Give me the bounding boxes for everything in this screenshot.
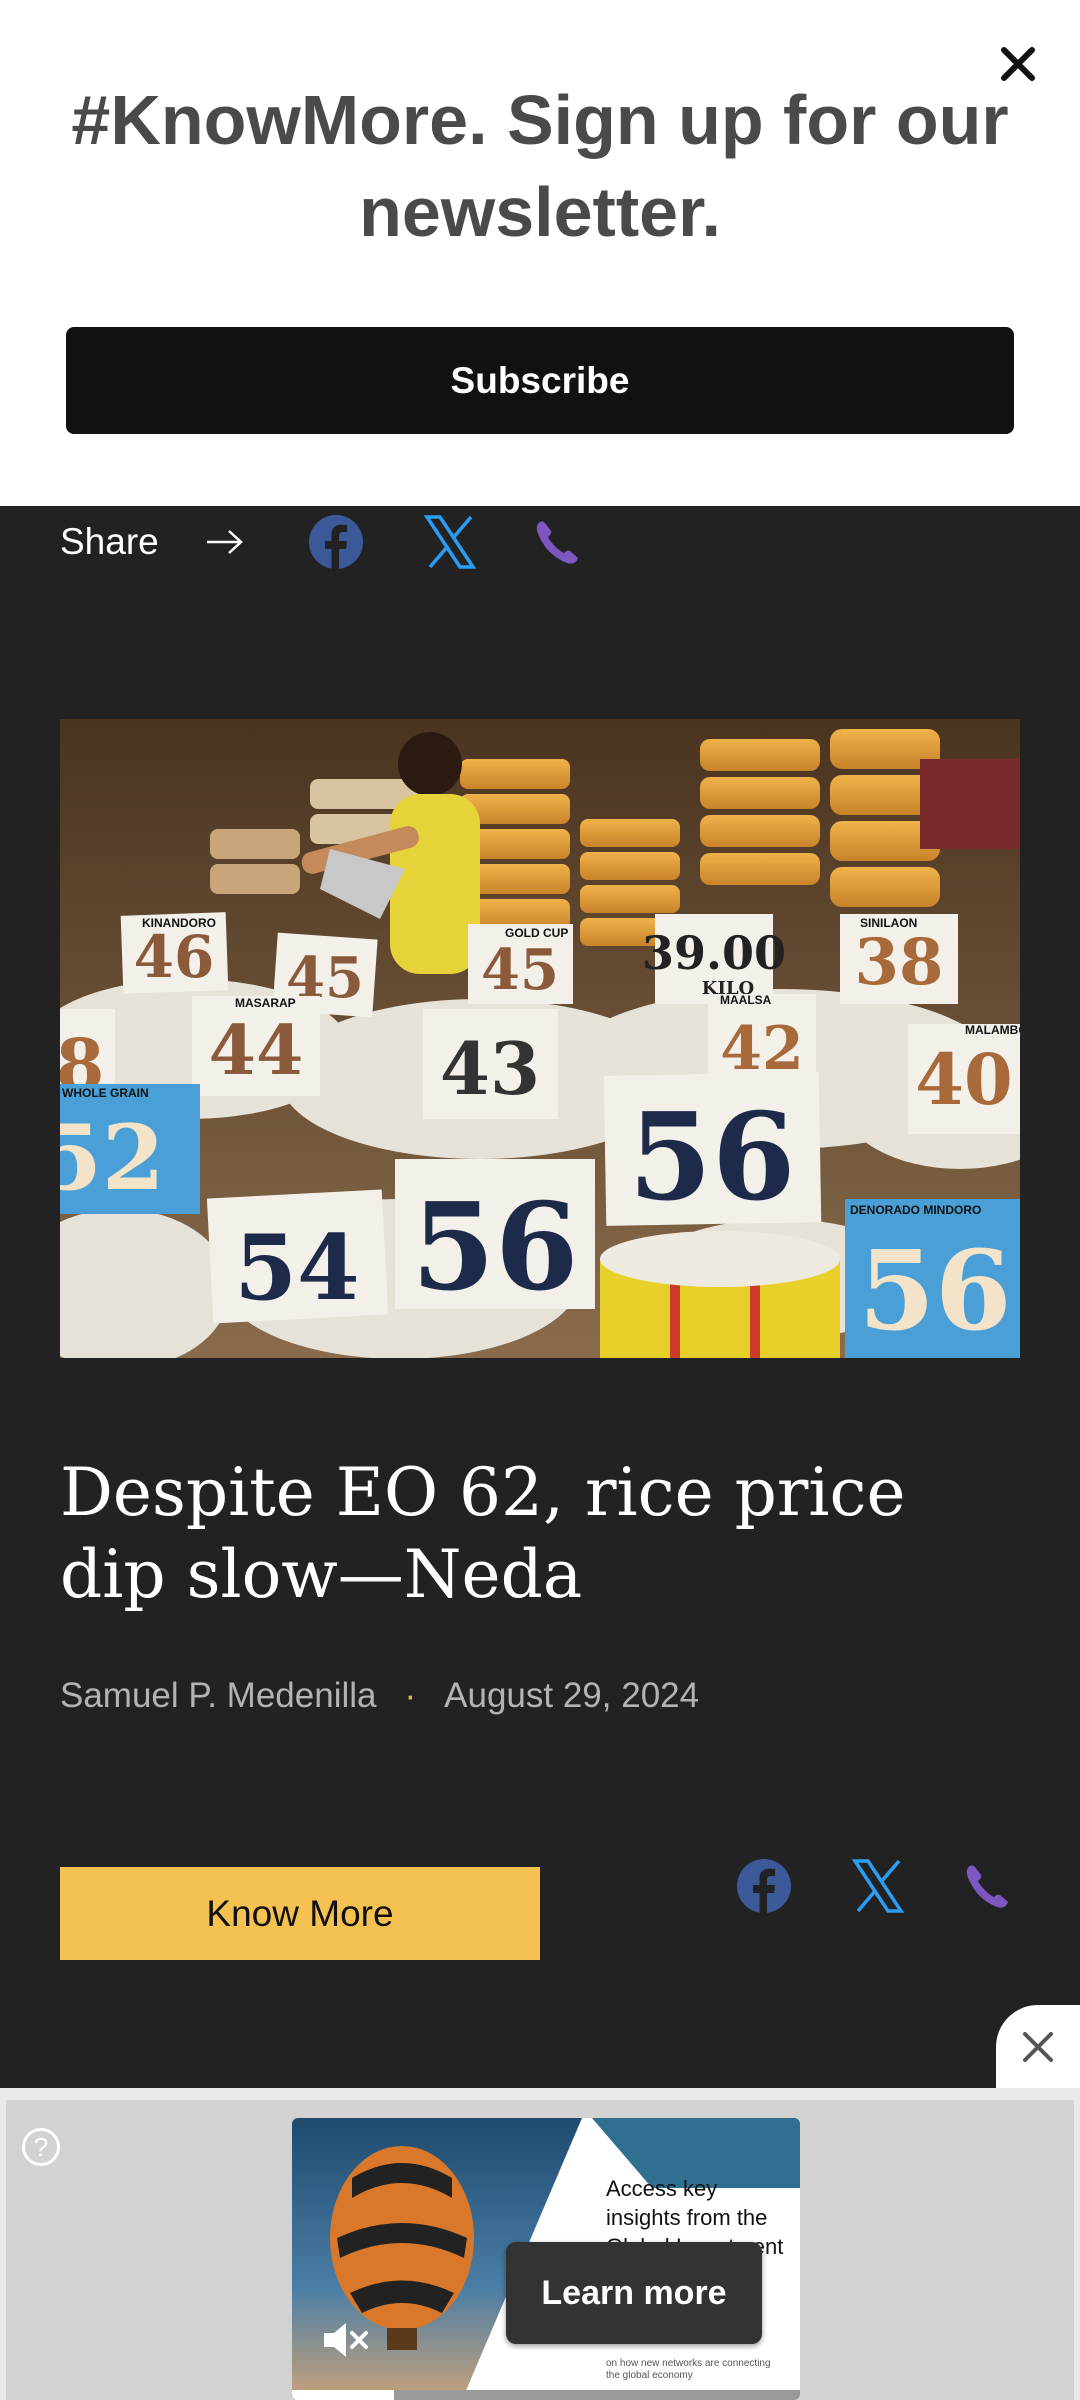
rice-market-illustration: 46 45 45 39.00 KILO 38 44 43 42 40 8 52 … xyxy=(60,719,1020,1358)
close-icon xyxy=(1001,47,1035,81)
svg-text:45: 45 xyxy=(481,937,559,1003)
svg-text:MASARAP: MASARAP xyxy=(235,996,296,1010)
viber-icon xyxy=(966,1865,1008,1908)
svg-text:MALAMBO: MALAMBO xyxy=(965,1023,1020,1037)
arrow-right-icon xyxy=(206,530,243,554)
svg-text:39.00: 39.00 xyxy=(642,926,786,980)
share-facebook-button[interactable] xyxy=(308,514,364,570)
article-share-facebook-button[interactable] xyxy=(736,1858,792,1914)
ad-container: ? Access key insights fr xyxy=(6,2100,1074,2400)
article-byline: Samuel P. Medenilla · August 29, 2024 xyxy=(60,1676,699,1716)
ad-creative[interactable]: Access key insights from the Global Inve… xyxy=(292,2118,800,2400)
svg-text:SINILAON: SINILAON xyxy=(860,916,917,930)
know-more-button[interactable]: Know More xyxy=(60,1867,540,1960)
svg-text:43: 43 xyxy=(440,1026,540,1111)
svg-text:56: 56 xyxy=(412,1177,579,1318)
article-share-viber-button[interactable] xyxy=(964,1862,1010,1910)
ad-help-icon[interactable]: ? xyxy=(22,2128,60,2166)
svg-text:44: 44 xyxy=(209,1011,304,1091)
ad-video-progress-fill xyxy=(292,2390,394,2400)
share-label: Share xyxy=(60,521,159,562)
close-newsletter-button[interactable] xyxy=(990,36,1046,92)
svg-text:46: 46 xyxy=(134,923,215,991)
article-share-x-button[interactable] xyxy=(851,1858,905,1914)
ad-small-text: on how new networks are connecting the g… xyxy=(606,2358,771,2381)
svg-text:38: 38 xyxy=(854,925,943,1000)
svg-text:54: 54 xyxy=(234,1215,359,1321)
share-viber-button[interactable] xyxy=(534,518,580,566)
close-ad-button[interactable] xyxy=(996,2005,1080,2089)
svg-text:42: 42 xyxy=(720,1014,804,1084)
byline-separator: · xyxy=(404,1676,417,1715)
learn-more-button[interactable]: Learn more xyxy=(506,2242,762,2344)
close-icon xyxy=(1023,2032,1053,2062)
newsletter-banner: #KnowMore. Sign up for our newsletter. S… xyxy=(0,0,1080,506)
share-row: Share xyxy=(60,512,245,572)
share-x-button[interactable] xyxy=(423,514,477,570)
author-name[interactable]: Samuel P. Medenilla xyxy=(60,1676,377,1715)
svg-text:40: 40 xyxy=(915,1038,1012,1121)
mute-button[interactable] xyxy=(316,2312,372,2368)
svg-text:MAALSA: MAALSA xyxy=(720,993,772,1007)
svg-text:GOLD CUP: GOLD CUP xyxy=(505,926,568,940)
svg-text:56: 56 xyxy=(629,1087,796,1228)
ad-banner: ? Access key insights fr xyxy=(0,2088,1080,2400)
svg-text:WHOLE GRAIN: WHOLE GRAIN xyxy=(62,1086,149,1100)
facebook-icon xyxy=(737,1859,791,1914)
svg-text:56: 56 xyxy=(858,1226,1011,1355)
newsletter-title: #KnowMore. Sign up for our newsletter. xyxy=(71,81,1009,251)
x-icon xyxy=(851,1859,905,1913)
svg-text:DENORADO MINDORO: DENORADO MINDORO xyxy=(850,1203,981,1217)
svg-text:52: 52 xyxy=(60,1105,165,1211)
article-headline[interactable]: Despite EO 62, rice price dip slow—Neda xyxy=(60,1454,906,1613)
x-icon xyxy=(423,515,477,569)
svg-text:KINANDORO: KINANDORO xyxy=(142,916,216,930)
viber-icon xyxy=(536,521,578,564)
muted-speaker-icon xyxy=(324,2323,368,2357)
article-hero-image: 46 45 45 39.00 KILO 38 44 43 42 40 8 52 … xyxy=(60,719,1020,1358)
svg-text:KILO: KILO xyxy=(702,978,754,999)
subscribe-button[interactable]: Subscribe xyxy=(66,327,1014,434)
publish-date: August 29, 2024 xyxy=(444,1676,700,1715)
facebook-icon xyxy=(309,515,363,570)
ad-video-progress xyxy=(292,2390,800,2400)
